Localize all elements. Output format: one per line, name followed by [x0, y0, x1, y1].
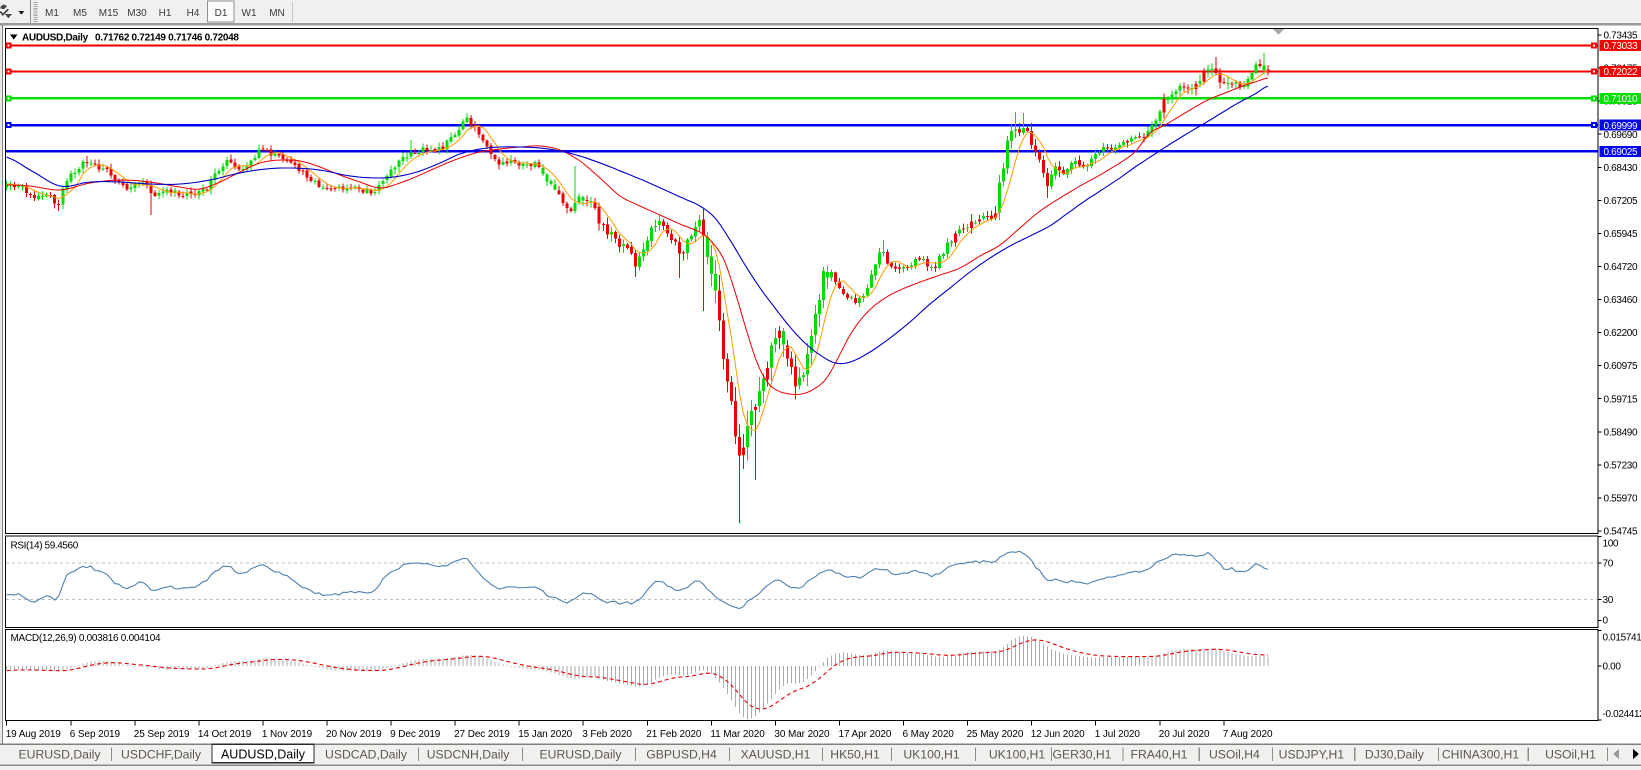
- svg-text:USOil,H1: USOil,H1: [1545, 748, 1596, 762]
- svg-text:0.62200: 0.62200: [1604, 328, 1638, 339]
- svg-text:1 Nov 2019: 1 Nov 2019: [262, 729, 313, 740]
- svg-text:17 Apr 2020: 17 Apr 2020: [839, 729, 892, 740]
- svg-text:W1: W1: [242, 8, 257, 19]
- svg-text:CHINA300,H1: CHINA300,H1: [1442, 748, 1519, 762]
- svg-text:0.69025: 0.69025: [1604, 147, 1638, 158]
- svg-text:MACD(12,26,9) 0.003816 0.00410: MACD(12,26,9) 0.003816 0.004104: [11, 633, 161, 644]
- svg-text:0.59715: 0.59715: [1604, 394, 1638, 405]
- svg-text:6 Sep 2019: 6 Sep 2019: [70, 729, 121, 740]
- svg-text:UK100,H1: UK100,H1: [989, 748, 1045, 762]
- svg-text:100: 100: [1603, 539, 1619, 550]
- svg-text:0.00: 0.00: [1603, 662, 1622, 673]
- svg-text:70: 70: [1603, 559, 1614, 570]
- svg-text:11 Mar 2020: 11 Mar 2020: [710, 729, 765, 740]
- svg-text:15 Jan 2020: 15 Jan 2020: [518, 729, 572, 740]
- svg-text:0.60975: 0.60975: [1604, 361, 1638, 372]
- svg-text:M15: M15: [99, 8, 119, 19]
- svg-text:0.69690: 0.69690: [1604, 130, 1638, 141]
- svg-text:0.64720: 0.64720: [1604, 262, 1638, 273]
- svg-text:USDCNH,Daily: USDCNH,Daily: [427, 748, 511, 762]
- svg-text:USDCHF,Daily: USDCHF,Daily: [121, 748, 202, 762]
- svg-text:M30: M30: [127, 8, 147, 19]
- svg-text:3 Feb 2020: 3 Feb 2020: [582, 729, 632, 740]
- svg-text:0.58490: 0.58490: [1604, 427, 1638, 438]
- svg-text:AUDUSD,Daily: AUDUSD,Daily: [221, 748, 306, 762]
- svg-text:M1: M1: [45, 8, 59, 19]
- svg-text:7 Aug 2020: 7 Aug 2020: [1223, 729, 1273, 740]
- svg-text:19 Aug 2019: 19 Aug 2019: [6, 729, 62, 740]
- svg-text:0.65945: 0.65945: [1604, 229, 1638, 240]
- svg-text:20 Jul 2020: 20 Jul 2020: [1159, 729, 1210, 740]
- svg-text:14 Oct 2019: 14 Oct 2019: [198, 729, 252, 740]
- svg-text:0.73033: 0.73033: [1604, 41, 1638, 52]
- svg-text:27 Dec 2019: 27 Dec 2019: [454, 729, 510, 740]
- svg-text:12 Jun 2020: 12 Jun 2020: [1031, 729, 1085, 740]
- svg-text:XAUUSD,H1: XAUUSD,H1: [741, 748, 811, 762]
- svg-text:0.72022: 0.72022: [1604, 67, 1638, 78]
- svg-text:H1: H1: [159, 8, 172, 19]
- svg-text:25 Sep 2019: 25 Sep 2019: [134, 729, 190, 740]
- svg-text:0.73435: 0.73435: [1604, 31, 1638, 42]
- svg-text:USOil,H4: USOil,H4: [1209, 748, 1260, 762]
- svg-text:HK50,H1: HK50,H1: [830, 748, 880, 762]
- svg-text:9 Dec 2019: 9 Dec 2019: [390, 729, 441, 740]
- svg-text:RSI(14) 59.4560: RSI(14) 59.4560: [11, 541, 79, 552]
- svg-text:25 May 2020: 25 May 2020: [967, 729, 1024, 740]
- svg-text:0.71010: 0.71010: [1604, 94, 1638, 105]
- svg-text:D1: D1: [215, 8, 228, 19]
- svg-text:0.63460: 0.63460: [1604, 295, 1638, 306]
- svg-text:M5: M5: [73, 8, 87, 19]
- svg-text:20 Nov 2019: 20 Nov 2019: [326, 729, 382, 740]
- svg-text:USDCAD,Daily: USDCAD,Daily: [325, 748, 408, 762]
- svg-text:30: 30: [1603, 595, 1614, 606]
- svg-text:0.57230: 0.57230: [1604, 460, 1638, 471]
- svg-text:H4: H4: [187, 8, 200, 19]
- svg-text:0.68430: 0.68430: [1604, 163, 1638, 174]
- svg-text:0: 0: [1603, 616, 1609, 627]
- svg-text:0.69999: 0.69999: [1604, 121, 1638, 132]
- svg-text:0.67205: 0.67205: [1604, 196, 1638, 207]
- svg-text:USDJPY,H1: USDJPY,H1: [1279, 748, 1345, 762]
- svg-text:GER30,H1: GER30,H1: [1053, 748, 1112, 762]
- svg-text:6 May 2020: 6 May 2020: [903, 729, 955, 740]
- svg-text:0.015741: 0.015741: [1603, 633, 1641, 644]
- svg-text:EURUSD,Daily: EURUSD,Daily: [19, 748, 102, 762]
- svg-text:MN: MN: [269, 8, 285, 19]
- svg-text:DJ30,Daily: DJ30,Daily: [1365, 748, 1425, 762]
- svg-text:UK100,H1: UK100,H1: [903, 748, 959, 762]
- svg-text:AUDUSD,Daily 0.71762 0.72149: AUDUSD,Daily 0.71762 0.72149 0.71746 0.7…: [22, 33, 239, 44]
- svg-text:1 Jul 2020: 1 Jul 2020: [1095, 729, 1141, 740]
- svg-text:FRA40,H1: FRA40,H1: [1131, 748, 1188, 762]
- svg-text:0.54745: 0.54745: [1604, 527, 1638, 538]
- svg-text:30 Mar 2020: 30 Mar 2020: [774, 729, 830, 740]
- svg-text:EURUSD,Daily: EURUSD,Daily: [540, 748, 623, 762]
- svg-text:0.55970: 0.55970: [1604, 494, 1638, 505]
- svg-text:GBPUSD,H4: GBPUSD,H4: [646, 748, 717, 762]
- svg-text:21 Feb 2020: 21 Feb 2020: [646, 729, 702, 740]
- svg-text:-0.024412: -0.024412: [1603, 709, 1641, 720]
